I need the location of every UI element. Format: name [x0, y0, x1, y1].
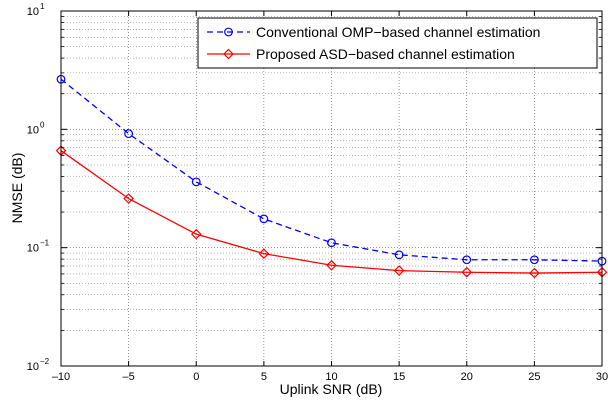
- x-tick-label: 15: [393, 371, 405, 383]
- series-0-point: [124, 129, 134, 139]
- legend-box: [197, 17, 598, 69]
- x-tick-label: 10: [325, 371, 337, 383]
- x-tick-label: –10: [52, 371, 70, 383]
- y-tick-exponent: −1: [40, 239, 50, 248]
- series-1-point: [393, 265, 405, 276]
- series-0-point: [529, 255, 539, 265]
- series-1-point: [258, 248, 270, 260]
- y-tick-label: 10: [27, 124, 39, 136]
- y-tick-exponent: −2: [40, 357, 50, 366]
- y-tick-label: 10: [27, 361, 39, 373]
- legend-label-asd: Proposed ASD−based channel estimation: [256, 46, 515, 62]
- y-tick-label: 10: [27, 6, 39, 18]
- y-tick-exponent: 0: [40, 120, 45, 129]
- series-0-point: [259, 214, 269, 224]
- x-tick-label: –5: [123, 371, 135, 383]
- series-0-point: [327, 238, 336, 248]
- legend-marker-asd: [223, 48, 234, 60]
- legend: Conventional OMP−based channel estimatio…: [197, 17, 598, 69]
- x-tick-label: 30: [596, 371, 608, 383]
- series-layer: [55, 74, 608, 279]
- series-line-0: [60, 78, 603, 262]
- series-0-point: [191, 177, 201, 187]
- x-tick-label: 20: [461, 371, 473, 383]
- legend-marker-omp: [224, 27, 233, 37]
- series-0-point: [462, 255, 472, 265]
- series-1-point: [123, 193, 134, 204]
- legend-label-omp: Conventional OMP−based channel estimatio…: [256, 24, 540, 40]
- x-tick-label: 25: [528, 371, 540, 383]
- x-axis-label: Uplink SNR (dB): [280, 381, 383, 397]
- y-tick-exponent: 1: [40, 2, 45, 11]
- x-tick-label: 0: [193, 371, 199, 383]
- y-axis-label: NMSE (dB): [9, 153, 25, 224]
- series-1-point: [326, 259, 337, 271]
- series-1-point: [190, 228, 202, 240]
- series-0-point: [394, 250, 404, 260]
- x-tick-label: 5: [261, 371, 267, 383]
- series-1-point: [461, 266, 473, 278]
- y-tick-label: 10: [27, 243, 39, 255]
- series-line-1: [60, 150, 603, 274]
- series-1-point: [529, 267, 540, 279]
